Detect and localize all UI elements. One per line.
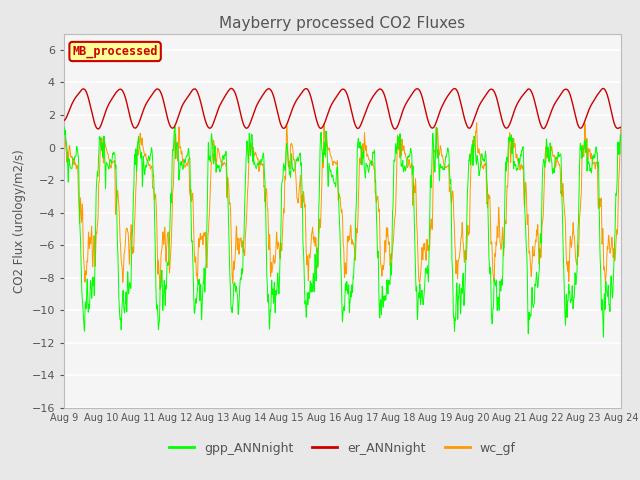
Legend: gpp_ANNnight, er_ANNnight, wc_gf: gpp_ANNnight, er_ANNnight, wc_gf [164,437,520,460]
Text: MB_processed: MB_processed [72,45,158,58]
Title: Mayberry processed CO2 Fluxes: Mayberry processed CO2 Fluxes [220,16,465,31]
Y-axis label: CO2 Flux (urology/m2/s): CO2 Flux (urology/m2/s) [13,149,26,293]
